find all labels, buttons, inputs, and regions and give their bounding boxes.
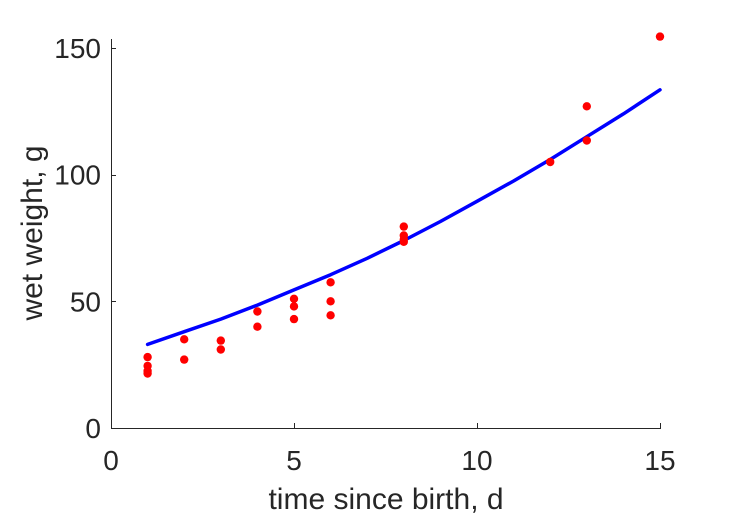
data-point <box>253 322 262 331</box>
data-point <box>253 307 262 316</box>
fit-curve <box>145 88 662 347</box>
x-axis-label: time since birth, d <box>268 483 503 516</box>
y-tick-label: 0 <box>85 413 101 444</box>
data-point <box>546 157 555 167</box>
data-point <box>326 297 335 306</box>
data-point <box>180 335 189 344</box>
axes <box>111 39 661 429</box>
data-point <box>216 336 225 345</box>
fit-curve-layer <box>145 88 662 347</box>
data-point <box>143 369 152 378</box>
data-point <box>582 136 591 145</box>
data-point <box>143 352 152 362</box>
y-tick-label: 100 <box>54 160 101 191</box>
data-point <box>326 278 335 287</box>
data-point <box>289 314 299 324</box>
y-tick-label: 150 <box>54 33 101 64</box>
x-tick-label: 5 <box>286 445 302 476</box>
x-tick-label: 0 <box>103 445 119 476</box>
data-point <box>180 355 189 364</box>
data-point <box>326 311 335 320</box>
data-point <box>399 237 408 246</box>
data-point <box>655 32 665 41</box>
x-tick-label: 15 <box>644 445 675 476</box>
x-tick-label: 10 <box>461 445 492 476</box>
data-point <box>289 294 299 303</box>
data-point <box>289 302 299 311</box>
y-tick-label: 50 <box>70 286 101 317</box>
y-axis-label: wet weight, g <box>16 145 49 321</box>
data-point <box>582 102 591 111</box>
data-point <box>216 345 225 354</box>
data-point <box>399 222 408 231</box>
data-points-layer <box>143 32 665 378</box>
